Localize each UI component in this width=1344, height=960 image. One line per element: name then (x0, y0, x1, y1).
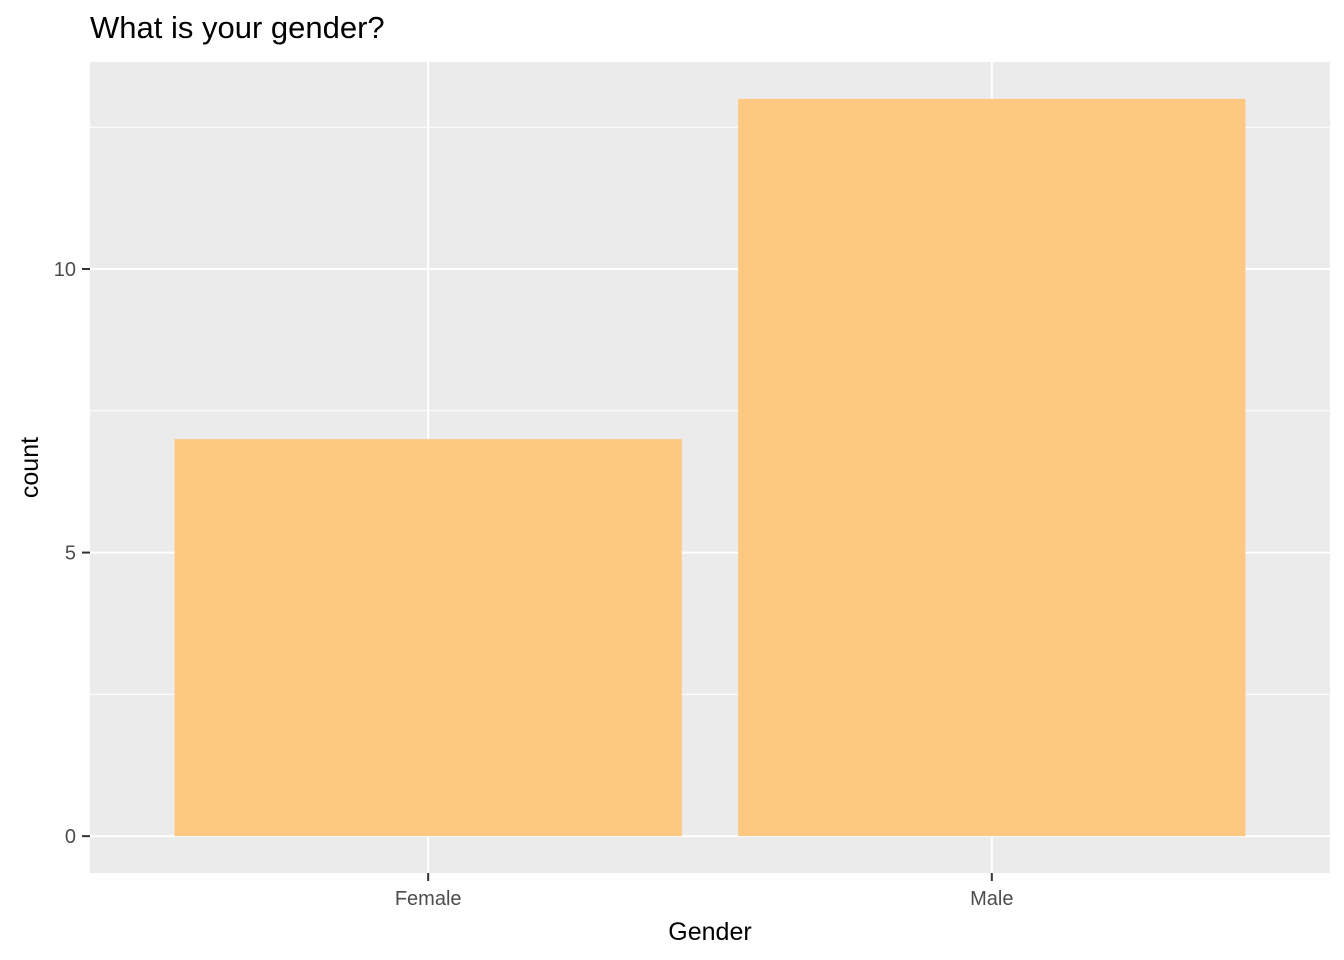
x-axis-title: Gender (668, 918, 751, 946)
bars (174, 98, 1246, 837)
bar-male (738, 98, 1246, 837)
bar-female (174, 439, 682, 837)
y-tick-label: 5 (65, 543, 76, 565)
y-axis-title: count (16, 437, 44, 498)
chart-title: What is your gender? (90, 10, 385, 45)
x-tick-label: Female (395, 888, 462, 910)
x-tick-label: Male (970, 888, 1013, 910)
y-tick-label: 10 (54, 259, 76, 281)
x-axis: Female Male (395, 873, 1013, 910)
y-axis: 0 5 10 (54, 259, 90, 848)
y-tick-label: 0 (65, 826, 76, 848)
